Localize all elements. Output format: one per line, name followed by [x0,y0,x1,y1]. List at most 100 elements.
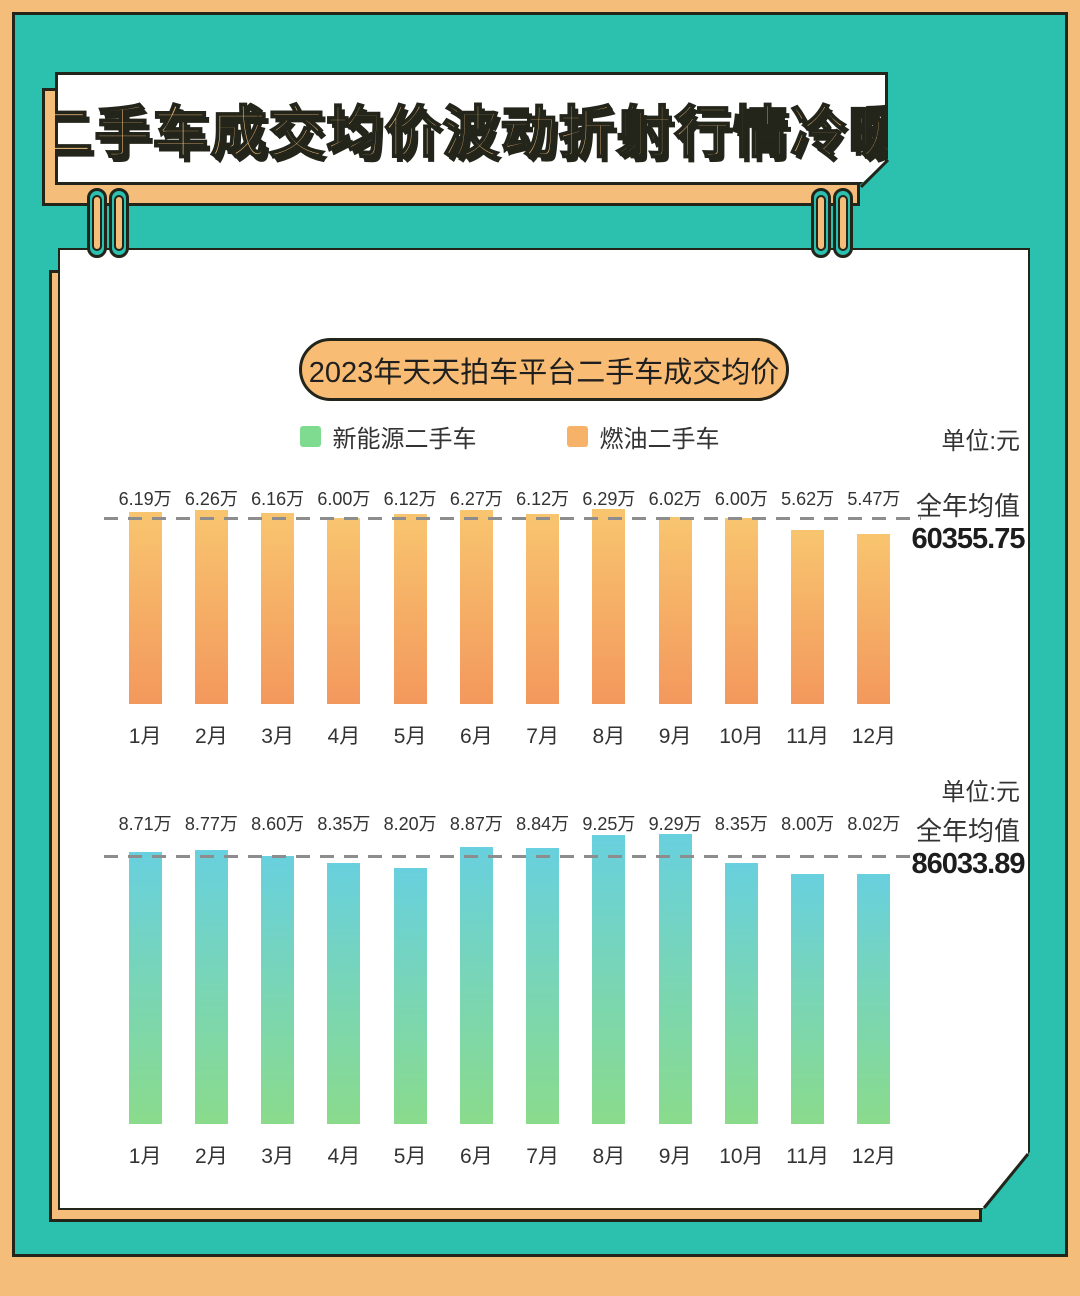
annual-average-label: 全年均值 [915,816,1020,846]
bar-value-label: 6.00万 [714,489,768,509]
month-label: 11月 [786,725,830,748]
bar-5月 [394,514,427,704]
bar-value-label: 6.26万 [184,489,238,509]
binder-clip-icon [811,188,831,258]
bar-value-label: 8.35万 [714,814,768,834]
month-label: 8月 [592,1145,626,1168]
bar-value-label: 5.62万 [781,489,835,509]
binder-clip-icon [87,188,107,258]
bar-11月 [791,874,824,1124]
bar-2月 [195,850,228,1124]
binder-clip-inner [114,195,124,251]
month-label: 7月 [526,1145,559,1168]
bar-value-label: 8.71万 [118,814,172,834]
binder-clip-inner [816,195,826,251]
bar-value-label: 6.12万 [383,489,437,509]
fuel-bars: 全年均值 60355.75 [112,509,907,704]
chart-card: 2023年天天拍车平台二手车成交均价 新能源二手车 燃油二手车 单位:元 6.1… [58,248,1030,1210]
legend-label-new-energy: 新能源二手车 [332,425,477,453]
bar-value-label: 8.60万 [251,814,305,834]
month-label: 4月 [327,1145,361,1168]
month-label: 2月 [195,725,228,748]
legend-item-new-energy: 新能源二手车 [300,419,477,454]
fuel-price-chart: 6.19万 6.26万 6.16万 6.00万 6.12万 6.27万 6.12万 6.29万… [112,485,907,746]
annual-average-value: 60355.75 [911,523,1025,556]
bar-3月 [261,856,294,1125]
bar-6月 [460,847,493,1124]
month-label: 2月 [195,1145,228,1168]
nev-month-labels: 1月 2月 3月 4月 5月 6月 7月 8月 9月 10月 11月 12月 [112,1140,907,1166]
bar-value-label: 8.84万 [516,814,570,834]
binder-clip-inner [838,195,848,251]
nev-value-labels: 8.71万 8.77万 8.60万 8.35万 8.20万 8.87万 8.84万 9.25万… [112,810,907,834]
bar-10月 [725,518,758,704]
bar-value-label: 6.00万 [317,489,371,509]
bar-value-label: 9.25万 [582,814,636,834]
month-label: 8月 [592,725,626,748]
bar-value-label: 9.29万 [648,814,702,834]
bar-3月 [261,513,294,704]
bar-5月 [394,868,427,1124]
bar-9月 [659,517,692,704]
unit-label-fuel-chart: 单位:元 [941,428,1020,455]
bar-9月 [659,834,692,1124]
unit-row-nev-chart: 单位:元 [112,772,907,800]
unit-label-nev-chart: 单位:元 [941,779,1020,806]
month-label: 9月 [658,725,692,748]
bar-1月 [129,512,162,704]
month-label: 1月 [128,1145,162,1168]
fuel-annual-average: 全年均值 60355.75 [907,491,1029,557]
nev-bars: 全年均值 86033.89 [112,834,907,1124]
fuel-month-labels: 1月 2月 3月 4月 5月 6月 7月 8月 9月 10月 11月 12月 [112,720,907,746]
bar-value-label: 6.12万 [516,489,570,509]
month-label: 3月 [261,725,294,748]
month-label: 11月 [786,1145,830,1168]
bar-value-label: 8.00万 [781,814,835,834]
month-label: 5月 [393,1145,427,1168]
legend-label-fuel: 燃油二手车 [599,425,720,453]
legend-swatch-new-energy-icon [300,426,321,447]
bar-value-label: 6.02万 [648,489,702,509]
annual-average-value: 86033.89 [911,848,1025,881]
chart-title-pill: 2023年天天拍车平台二手车成交均价 [299,338,789,401]
bar-12月 [857,874,890,1124]
legend-item-fuel: 燃油二手车 [567,419,720,454]
bar-value-label: 6.27万 [449,489,503,509]
legend-swatch-fuel-icon [567,426,588,447]
bar-7月 [526,514,559,704]
bar-1月 [129,852,162,1124]
bar-value-label: 6.29万 [582,489,636,509]
month-label: 10月 [719,725,764,748]
bar-8月 [592,835,625,1124]
legend: 新能源二手车 燃油二手车 单位:元 [112,421,907,451]
bar-4月 [327,863,360,1124]
bar-6月 [460,510,493,704]
annual-average-label: 全年均值 [915,491,1020,521]
month-label: 6月 [460,1145,493,1168]
bar-12月 [857,534,890,704]
bar-2月 [195,510,228,704]
month-label: 7月 [526,725,559,748]
nev-price-chart: 8.71万 8.77万 8.60万 8.35万 8.20万 8.87万 8.84万 9.25万… [112,810,907,1166]
month-label: 5月 [393,725,427,748]
binder-clip-icon [833,188,853,258]
bar-7月 [526,848,559,1124]
bar-value-label: 8.77万 [184,814,238,834]
bar-11月 [791,530,824,704]
month-label: 4月 [327,725,361,748]
bar-10月 [725,863,758,1124]
binder-clip-inner [92,195,102,251]
bar-value-label: 6.16万 [251,489,305,509]
bar-value-label: 5.47万 [847,489,901,509]
bar-4月 [327,518,360,704]
fuel-value-labels: 6.19万 6.26万 6.16万 6.00万 6.12万 6.27万 6.12万 6.29万… [112,485,907,509]
bar-value-label: 8.02万 [847,814,901,834]
bar-value-label: 6.19万 [118,489,172,509]
nev-average-dashline [104,855,921,858]
page-title: 二手车成交均价波动折射行情冷暖 [36,101,907,164]
bar-8月 [592,509,625,704]
month-label: 10月 [719,1145,764,1168]
month-label: 6月 [460,725,493,748]
bar-value-label: 8.87万 [449,814,503,834]
binder-clip-icon [109,188,129,258]
